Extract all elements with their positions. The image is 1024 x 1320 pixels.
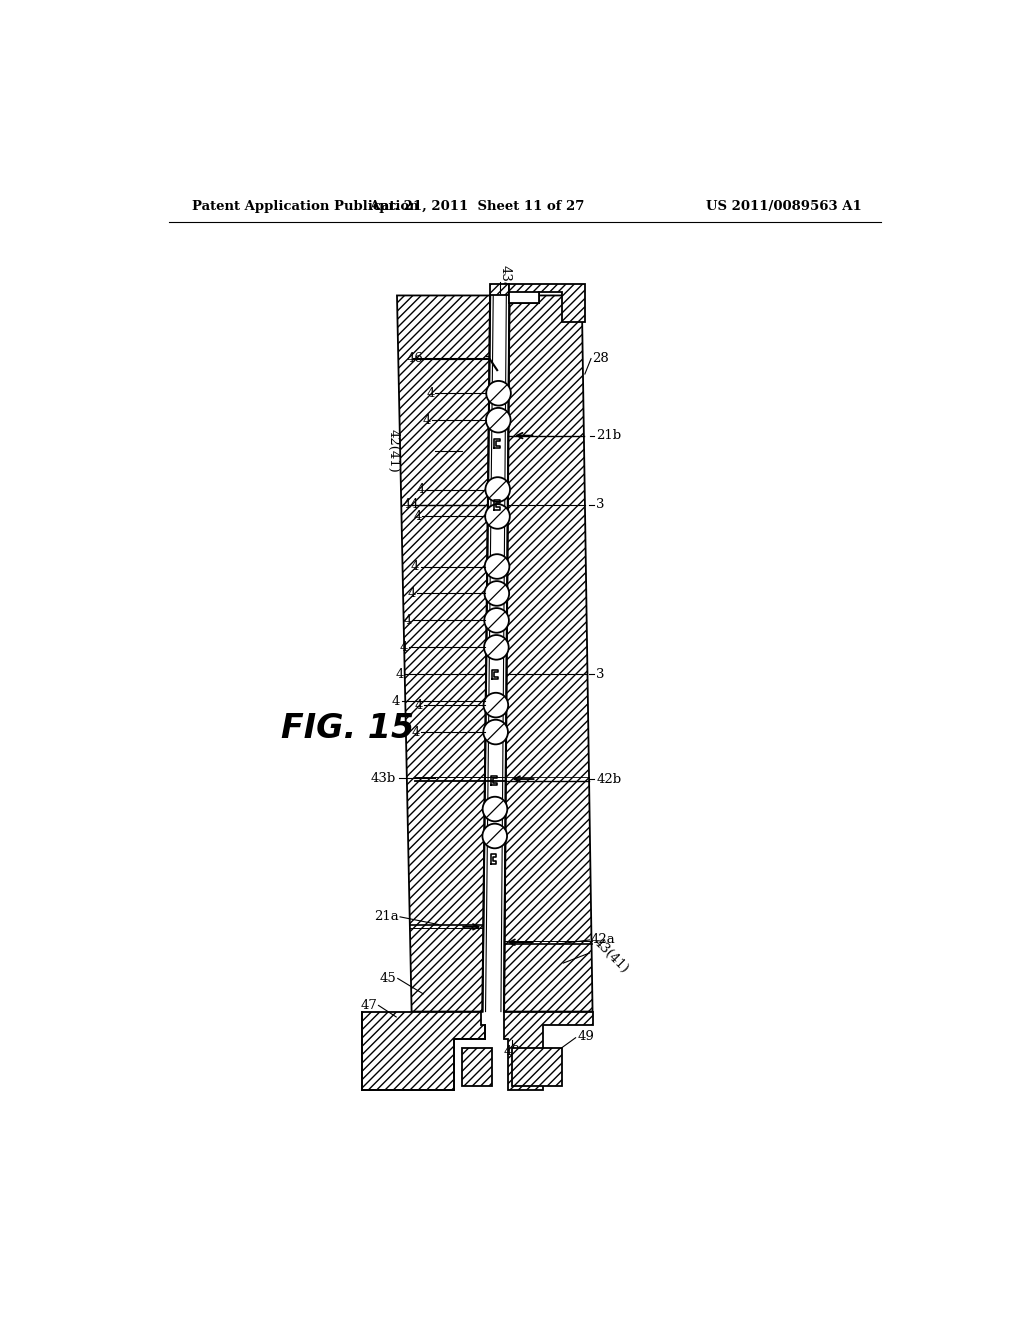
Text: Apr. 21, 2011  Sheet 11 of 27: Apr. 21, 2011 Sheet 11 of 27 [370,199,585,213]
Text: 46: 46 [407,352,423,366]
Polygon shape [509,292,539,304]
Text: 48: 48 [504,1045,520,1059]
Text: FIG. 15: FIG. 15 [281,711,414,744]
Text: 4: 4 [414,510,422,523]
Text: 21a: 21a [374,911,398,924]
Text: 42b: 42b [596,772,622,785]
Polygon shape [462,1048,493,1086]
Circle shape [484,635,509,660]
Circle shape [485,504,510,529]
Circle shape [482,797,507,821]
Circle shape [485,477,510,502]
Text: 4: 4 [411,560,419,573]
Text: 43(41): 43(41) [591,936,631,975]
Circle shape [484,581,509,606]
Polygon shape [361,1011,484,1090]
Text: 47: 47 [360,999,377,1012]
Circle shape [483,719,508,744]
Text: 4: 4 [417,483,425,496]
Text: 49: 49 [578,1030,594,1043]
Text: 44: 44 [402,499,419,511]
Polygon shape [504,1011,593,1090]
Circle shape [482,824,507,849]
Text: 28: 28 [593,352,609,366]
Polygon shape [485,296,506,1011]
Text: 4: 4 [408,587,416,601]
Circle shape [483,693,508,718]
Text: 4: 4 [395,668,403,681]
Text: 3: 3 [596,499,605,511]
Text: 4: 4 [412,726,420,739]
Text: 21b: 21b [596,429,622,442]
Polygon shape [512,1048,562,1086]
Circle shape [486,408,511,433]
Text: 4: 4 [415,698,423,711]
Text: US 2011/0089563 A1: US 2011/0089563 A1 [707,199,862,213]
Text: 4: 4 [403,614,412,627]
Text: Patent Application Publication: Patent Application Publication [193,199,419,213]
Text: 43b: 43b [371,772,396,785]
Polygon shape [490,284,509,296]
Text: 3: 3 [596,668,605,681]
Text: 4: 4 [392,694,400,708]
Text: 42a: 42a [591,933,615,946]
Circle shape [484,609,509,632]
Text: 42(41): 42(41) [387,429,400,473]
Text: 4: 4 [426,387,435,400]
Text: 45: 45 [380,972,396,985]
Polygon shape [509,284,585,322]
Circle shape [484,554,509,578]
Text: 4: 4 [423,413,431,426]
Polygon shape [504,296,593,1011]
Circle shape [486,381,511,405]
Polygon shape [397,296,490,1011]
Text: 4: 4 [399,640,408,653]
Text: 43a: 43a [499,265,512,290]
